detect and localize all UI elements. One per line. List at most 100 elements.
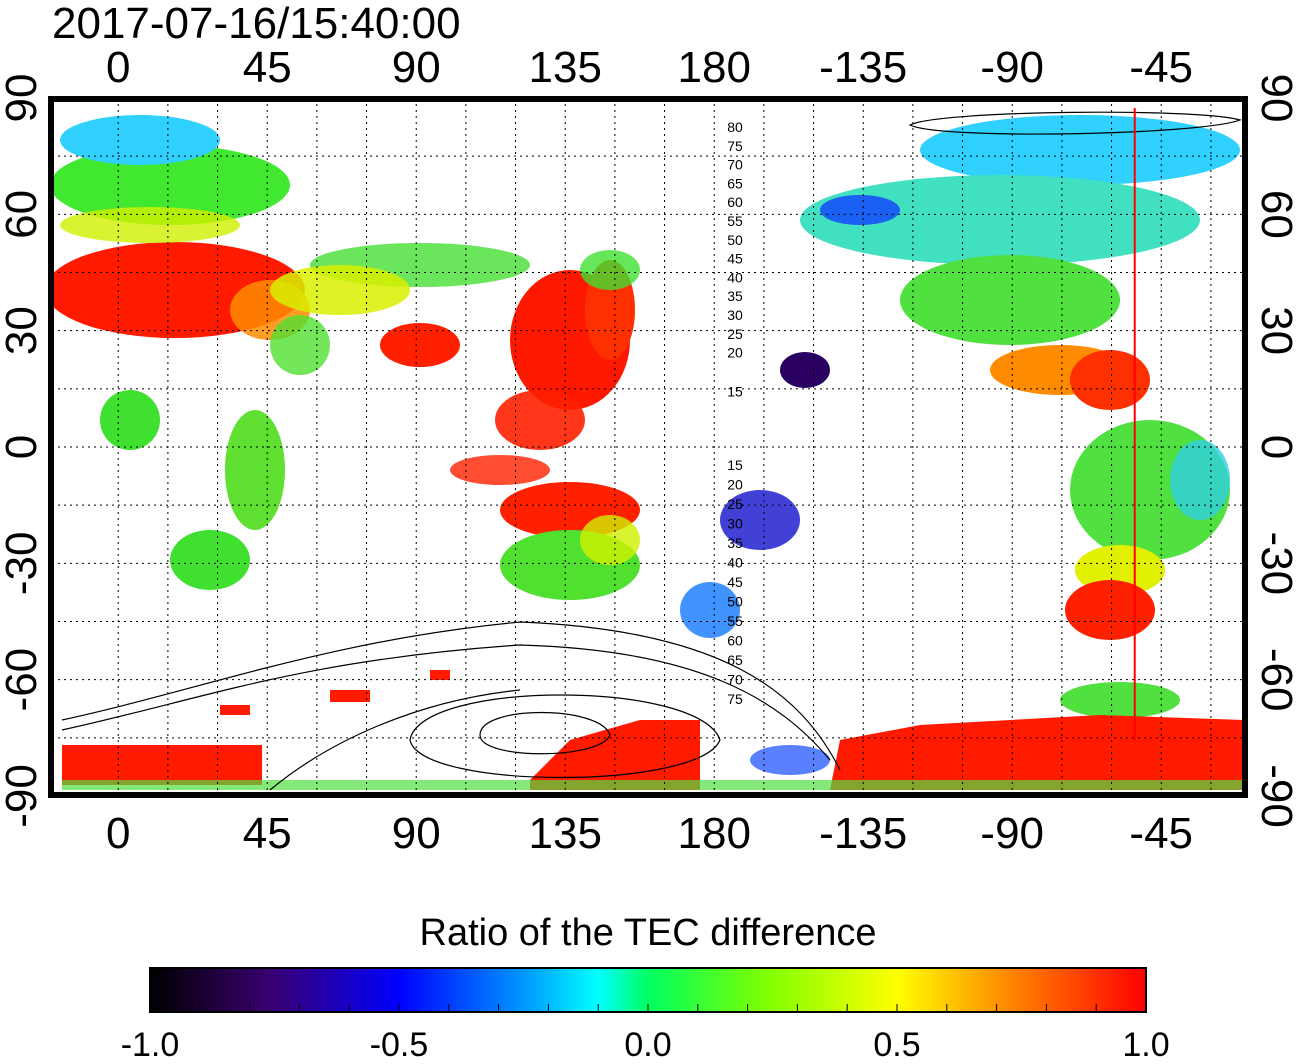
contour-north-ring — [908, 111, 1242, 135]
graticule — [52, 98, 1244, 796]
colorbar-tick-label: -1.0 — [121, 1026, 180, 1064]
contour-south-3 — [269, 689, 521, 791]
y-right-tick-label: 90 — [1252, 74, 1296, 123]
x-top-tick-label: -90 — [980, 43, 1044, 92]
contour-label: 35 — [727, 535, 743, 551]
pacific-purple-patch — [780, 352, 830, 388]
arctic-cyan-west — [60, 115, 220, 165]
contour-label: 35 — [727, 288, 743, 304]
bottom-axis-bar — [52, 792, 1244, 798]
y-right-tick-label: 60 — [1252, 190, 1296, 239]
antarctic-red-band-east — [830, 715, 1244, 790]
contour-label: 75 — [727, 138, 743, 154]
x-bottom-tick-label: -90 — [980, 809, 1044, 858]
colorbar-tick-label: -0.5 — [370, 1026, 429, 1064]
y-left-tick-label: 60 — [0, 190, 46, 239]
x-top-tick-label: 0 — [106, 43, 130, 92]
y-right-tick-label: 0 — [1252, 435, 1296, 459]
antarctic-red-band-center — [530, 720, 700, 790]
antarctic-peninsula-green — [1060, 682, 1180, 718]
contour-label: 20 — [727, 345, 743, 361]
africa-green-east — [225, 410, 285, 530]
contour-label: 40 — [727, 269, 743, 285]
contour-label: 30 — [727, 307, 743, 323]
left-axis-bar — [48, 96, 54, 798]
x-bottom-tick-labels: 0 45 90 135 180 -135 -90 -45 — [106, 809, 1193, 858]
contour-label: 45 — [727, 574, 743, 590]
x-bottom-tick-label: -45 — [1129, 809, 1193, 858]
y-left-tick-label: -60 — [0, 648, 46, 712]
contour-label: 50 — [727, 594, 743, 610]
southern-ocean-red-3 — [430, 670, 450, 680]
x-bottom-tick-label: 135 — [529, 809, 602, 858]
right-axis-bar — [1242, 96, 1248, 798]
south-america-cyan — [1170, 440, 1230, 520]
contour-label: 25 — [727, 326, 743, 342]
contour-label: 30 — [727, 516, 743, 532]
canada-cyan — [800, 175, 1200, 265]
y-left-tick-label: -30 — [0, 532, 46, 596]
usa-green — [900, 255, 1120, 345]
x-top-tick-labels: 0 45 90 135 180 -135 -90 -45 — [106, 43, 1193, 92]
x-top-tick-label: -135 — [819, 43, 907, 92]
contour-labels-south: 15 20 25 30 35 40 45 50 55 60 65 70 75 — [727, 457, 743, 707]
contour-label: 15 — [727, 457, 743, 473]
contour-label: 40 — [727, 555, 743, 571]
indonesia-red — [450, 455, 550, 485]
australia-yellow — [580, 515, 640, 565]
tec-data-layer — [52, 115, 1244, 790]
x-top-tick-label: 135 — [529, 43, 602, 92]
x-bottom-tick-label: 180 — [678, 809, 751, 858]
colorbar-title: Ratio of the TEC difference — [420, 912, 877, 954]
contour-label: 65 — [727, 652, 743, 668]
new-zealand-blue — [680, 582, 740, 638]
x-top-tick-label: -45 — [1129, 43, 1193, 92]
contour-label: 55 — [727, 213, 743, 229]
top-axis-bar — [52, 96, 1244, 102]
arctic-cyan-east — [920, 115, 1240, 185]
contour-label: 75 — [727, 691, 743, 707]
patagonia-red — [1065, 580, 1155, 640]
contour-label: 50 — [727, 232, 743, 248]
contour-ring-south-1 — [479, 711, 611, 755]
contour-label: 45 — [727, 251, 743, 267]
contour-south-1 — [61, 644, 831, 761]
x-top-tick-label: 180 — [678, 43, 751, 92]
contour-label: 65 — [727, 175, 743, 191]
y-right-tick-label: -30 — [1252, 532, 1296, 596]
caribbean-red — [1070, 350, 1150, 410]
southern-ocean-red-1 — [330, 690, 370, 702]
colorbar-tick-labels: -1.0 -0.5 0.0 0.5 1.0 — [121, 1026, 1170, 1064]
contour-ring-south-2 — [409, 694, 721, 779]
central-asia-yellow — [270, 265, 410, 315]
colorbar-tick-label: 1.0 — [1122, 1026, 1169, 1064]
se-asia-red — [495, 390, 585, 450]
alaska-blue — [820, 195, 900, 225]
contour-label: 70 — [727, 672, 743, 688]
antarctic-red-band-west — [62, 745, 262, 785]
x-bottom-tick-label: -135 — [819, 809, 907, 858]
x-bottom-tick-label: 45 — [243, 809, 292, 858]
contour-label: 20 — [727, 477, 743, 493]
y-right-tick-label: -60 — [1252, 648, 1296, 712]
north-europe-yellow — [60, 207, 240, 243]
south-africa-green — [170, 530, 250, 590]
africa-green-west — [100, 390, 160, 450]
y-left-tick-labels: 90 60 30 0 -30 -60 -90 — [0, 74, 46, 828]
contour-south-2 — [61, 621, 841, 771]
colorbar-tick-label: 0.5 — [873, 1026, 920, 1064]
y-left-tick-label: 30 — [0, 306, 46, 355]
east-asia-green — [580, 250, 640, 290]
north-europe-green — [52, 145, 290, 225]
x-bottom-tick-label: 90 — [392, 809, 441, 858]
contour-labels-north: 80 75 70 65 60 55 50 45 40 35 30 25 20 15 — [727, 119, 743, 399]
y-right-tick-label: -90 — [1252, 764, 1296, 828]
contour-label: 15 — [727, 383, 743, 399]
contour-label: 60 — [727, 194, 743, 210]
colorbar-ticks — [149, 1004, 1147, 1012]
y-right-tick-label: 30 — [1252, 306, 1296, 355]
antarctic-green-strip — [62, 780, 1242, 790]
antarctic-blue-patch — [750, 745, 830, 775]
southern-ocean-red-2 — [220, 705, 250, 715]
